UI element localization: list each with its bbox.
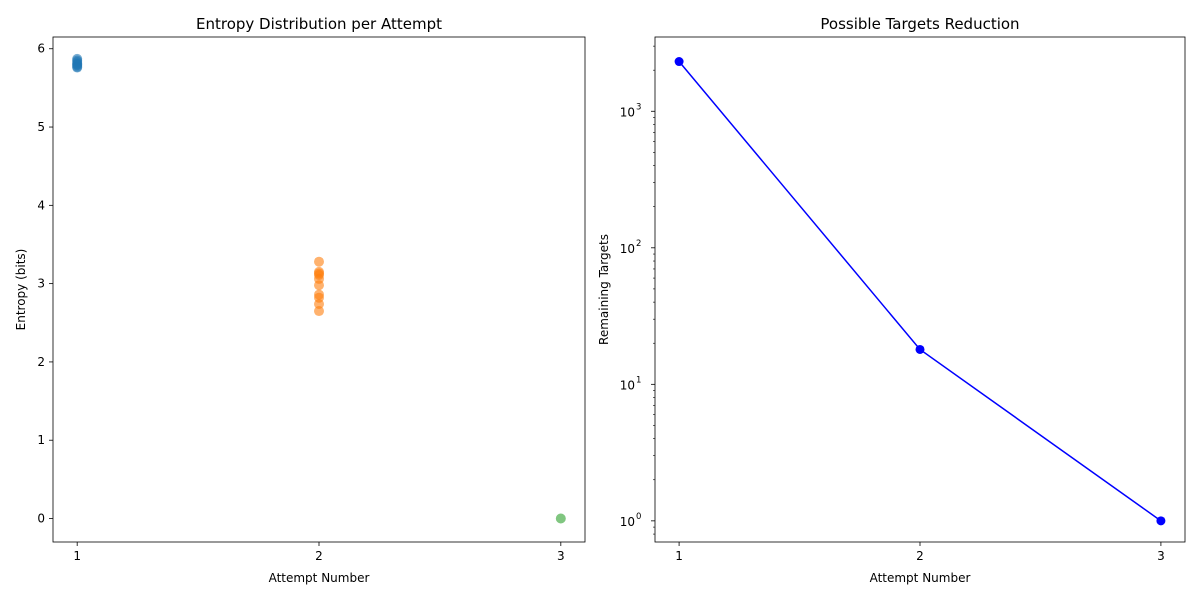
tick-exponent: 0 (636, 512, 641, 522)
x-tick-label: 2 (315, 549, 323, 563)
y-tick-label: 0 (37, 512, 45, 526)
x-tick-label: 1 (675, 549, 683, 563)
tick-base: 10 (620, 378, 635, 392)
line-point (1156, 516, 1166, 526)
scatter-point (314, 306, 324, 317)
x-tick-label: 3 (557, 549, 565, 563)
tick-base: 10 (620, 105, 635, 119)
y-tick-label: 10 (620, 515, 635, 529)
x-tick-label: 3 (1157, 549, 1165, 563)
y-tick-label: 10 (620, 378, 635, 392)
tick-exponent: 2 (636, 239, 641, 249)
y-tick-label: 5 (37, 120, 45, 134)
y-axis-label: Remaining Targets (597, 234, 611, 345)
y-tick-label: 10 (620, 242, 635, 256)
plot-frame (52, 36, 586, 543)
y-tick-label: 2 (37, 355, 45, 369)
reduction-line (674, 57, 1166, 526)
x-axis-ticks: 1 2 3 (675, 542, 1165, 563)
y-axis-ticks: 0 1 2 3 4 5 6 (37, 42, 53, 526)
x-axis-ticks: 1 2 3 (73, 542, 565, 563)
scatter-point (314, 280, 324, 291)
plot-frame (654, 36, 1186, 543)
y-axis-label: Entropy (bits) (14, 249, 28, 331)
x-tick-label: 1 (73, 549, 81, 563)
tick-base: 10 (620, 515, 635, 529)
chart-title: Entropy Distribution per Attempt (196, 15, 442, 33)
x-axis-label: Attempt Number (269, 571, 370, 585)
x-tick-label: 2 (916, 549, 924, 563)
line-point (674, 57, 684, 67)
scatter-points (72, 53, 566, 524)
y-tick-label: 1 (37, 433, 45, 447)
tick-exponent: 3 (636, 102, 641, 112)
chart-title: Possible Targets Reduction (820, 15, 1019, 33)
tick-exponent: 1 (636, 375, 641, 385)
scatter-point (555, 513, 566, 524)
y-tick-label: 6 (37, 42, 45, 56)
scatter-point (314, 256, 324, 267)
entropy-scatter-chart: Entropy Distribution per Attempt 0 1 2 3 4 5 6… (14, 15, 586, 585)
y-tick-label: 10 (620, 105, 635, 119)
y-tick-label: 4 (37, 198, 45, 212)
scatter-point (72, 62, 83, 73)
y-tick-label: 3 (37, 277, 45, 291)
x-axis-label: Attempt Number (870, 571, 971, 585)
tick-base: 10 (620, 242, 635, 256)
scatter-point (314, 298, 324, 309)
line-point (915, 344, 925, 354)
